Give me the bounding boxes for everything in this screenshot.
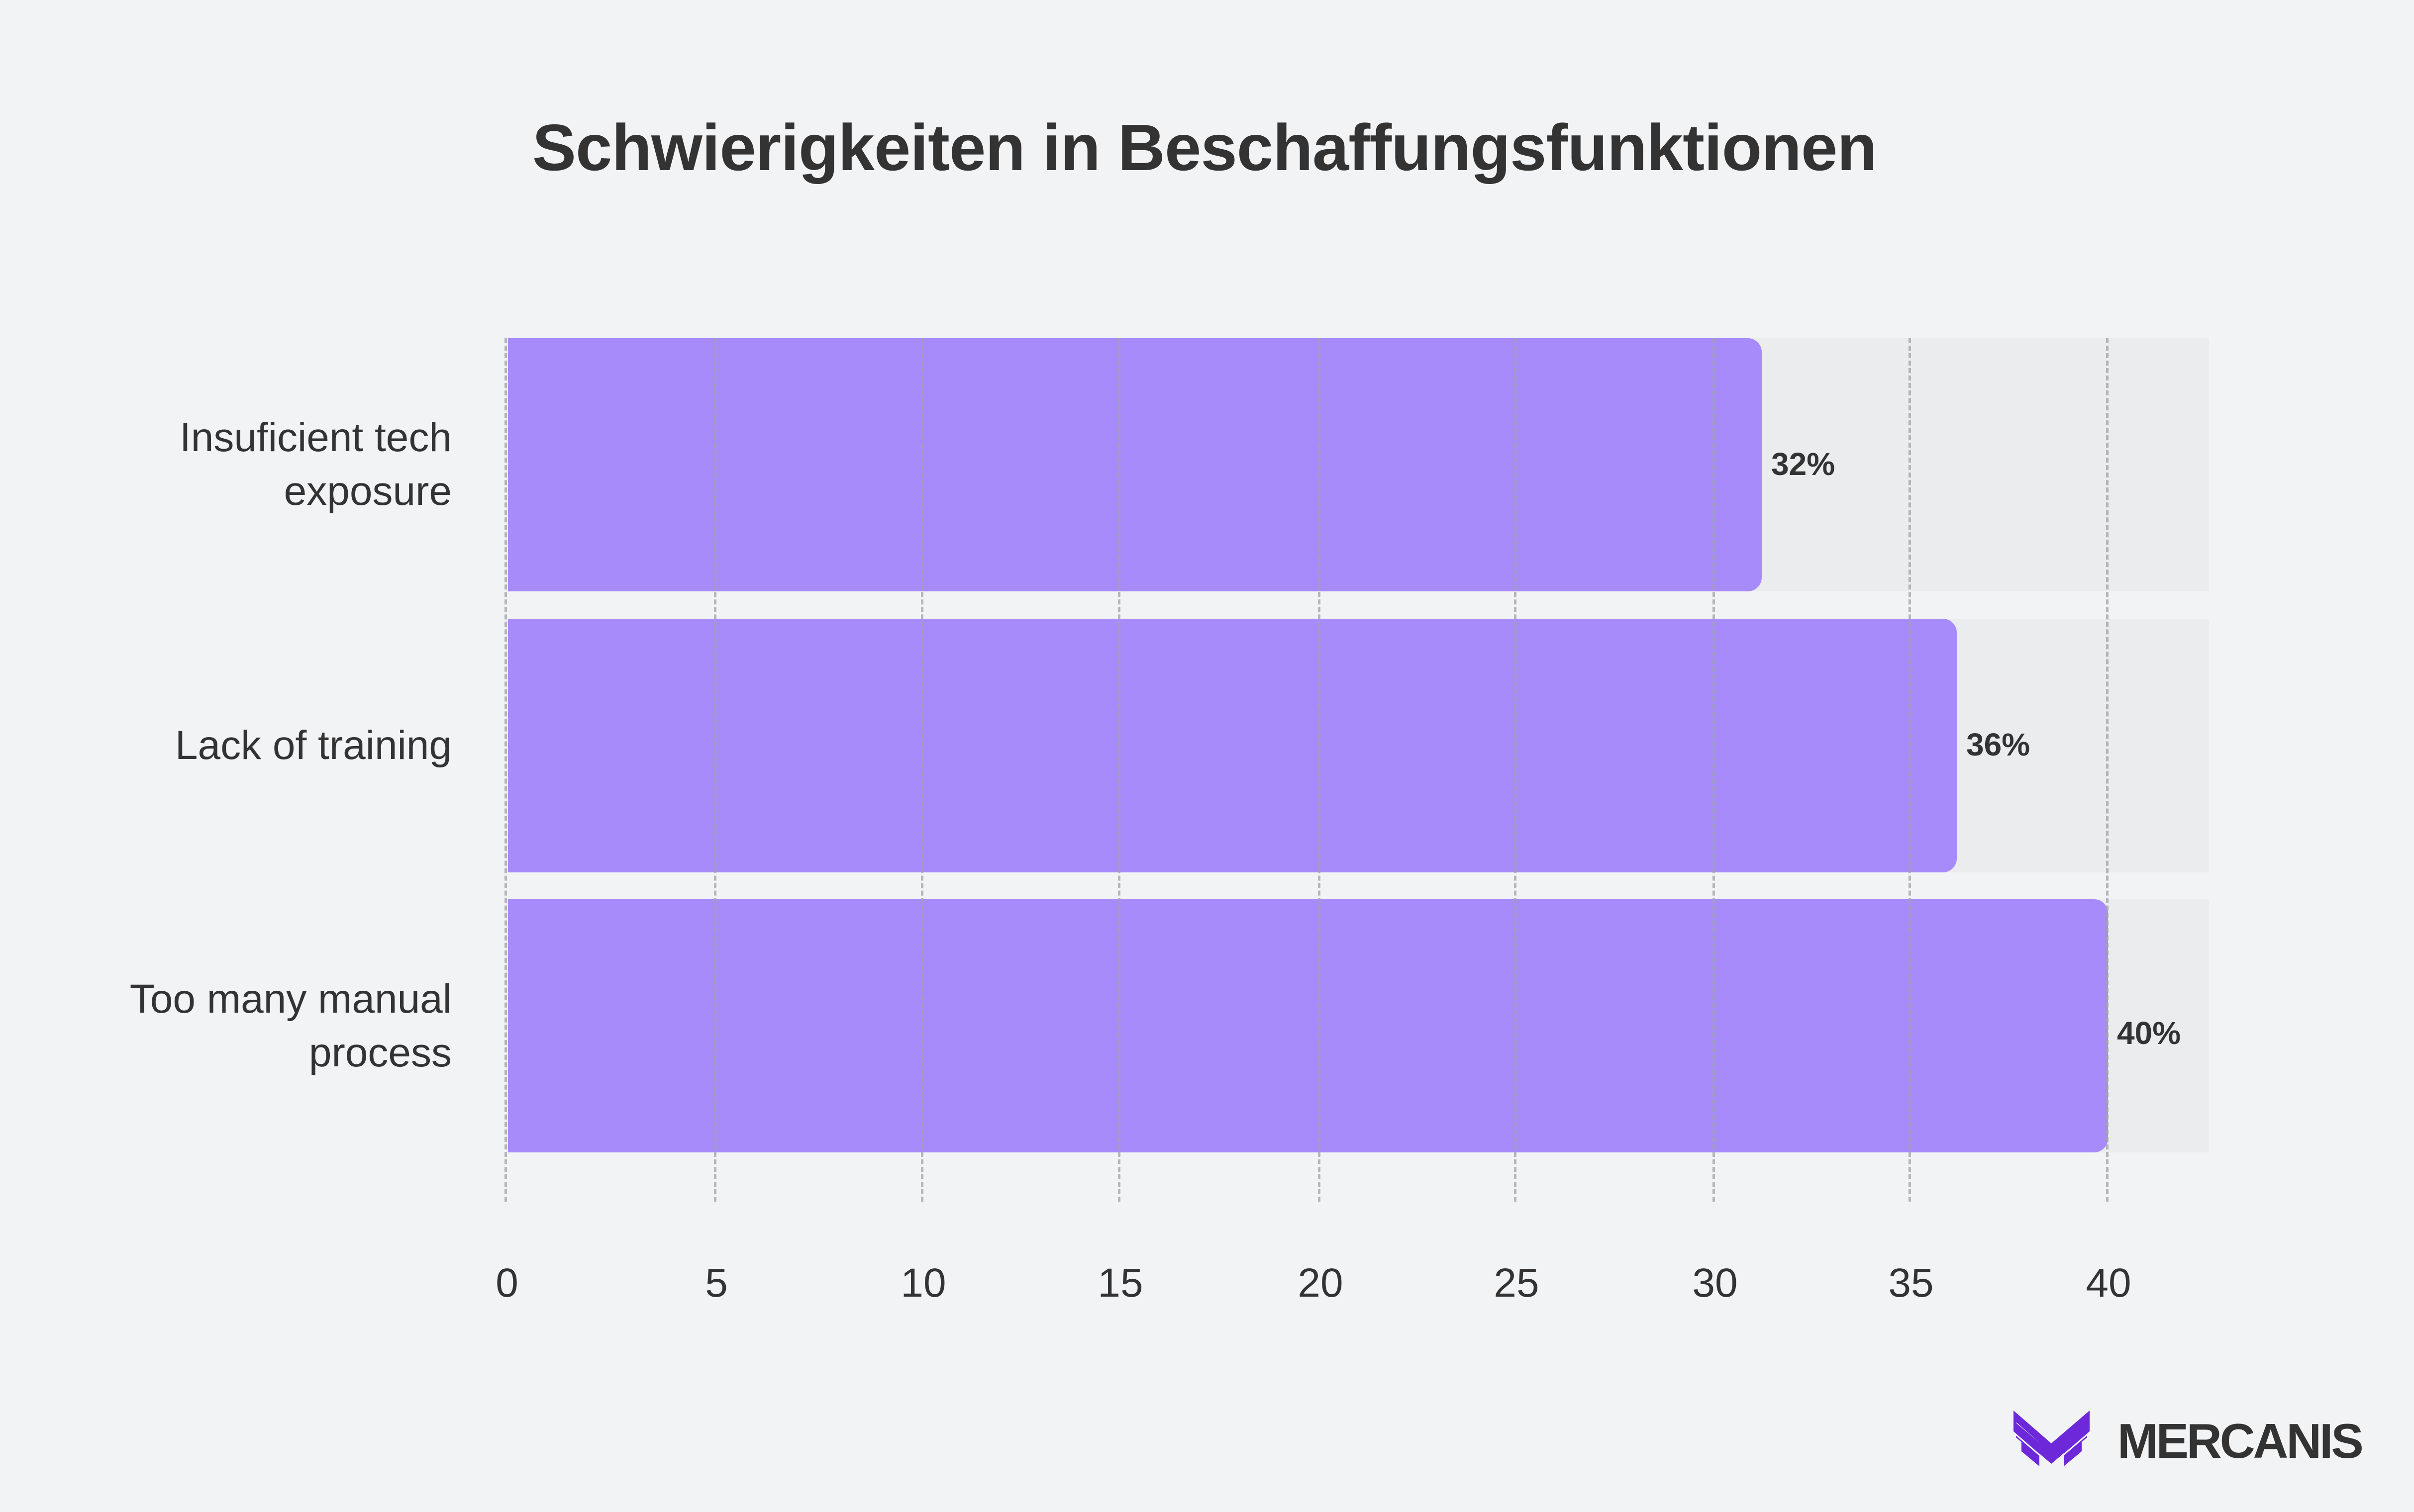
category-label-line: Lack of training (175, 723, 452, 768)
category-label-line: Too many manual (129, 976, 452, 1022)
x-tick-40: 40 (2086, 1260, 2131, 1306)
category-label-lack-of-training: Lack of training (4, 719, 452, 772)
bar-too-many-manual-process (508, 899, 2108, 1152)
x-tick-5: 5 (705, 1260, 728, 1306)
x-tick-35: 35 (1888, 1260, 1934, 1306)
chart-title: Schwierigkeiten in Beschaffungsfunktione… (0, 110, 2414, 185)
gridline-30 (1712, 338, 1715, 1202)
x-tick-25: 25 (1494, 1260, 1539, 1306)
x-tick-30: 30 (1692, 1260, 1738, 1306)
value-label-40: 40% (2117, 1015, 2181, 1051)
gridline-5 (714, 338, 716, 1202)
value-label-36: 36% (1966, 727, 2030, 762)
gridline-35 (1909, 338, 1911, 1202)
x-tick-15: 15 (1098, 1260, 1143, 1306)
value-label-32: 32% (1771, 446, 1835, 482)
brand-name: MERCANIS (2117, 1414, 2364, 1468)
category-label-line: Insuficient tech (180, 415, 452, 460)
x-tick-0: 0 (496, 1260, 518, 1306)
bar-insufficient-tech-exposure (508, 338, 1762, 591)
gridline-20 (1318, 338, 1320, 1202)
x-tick-20: 20 (1298, 1260, 1343, 1306)
gridline-10 (921, 338, 923, 1202)
x-tick-10: 10 (901, 1260, 946, 1306)
gridline-15 (1118, 338, 1120, 1202)
bar-lack-of-training (508, 619, 1957, 872)
chart-title-text: Schwierigkeiten in Beschaffungsfunktione… (532, 111, 1877, 184)
category-label-line: process (308, 1030, 452, 1075)
category-label-too-many-manual-process: Too many manual process (4, 972, 452, 1080)
gridline-0 (504, 338, 507, 1202)
gridline-40 (2106, 338, 2109, 1202)
category-label-line: exposure (284, 469, 452, 514)
category-label-insufficient-tech-exposure: Insuficient tech exposure (4, 411, 452, 518)
gridline-25 (1514, 338, 1516, 1202)
mercanis-logo-icon (2013, 1411, 2090, 1466)
